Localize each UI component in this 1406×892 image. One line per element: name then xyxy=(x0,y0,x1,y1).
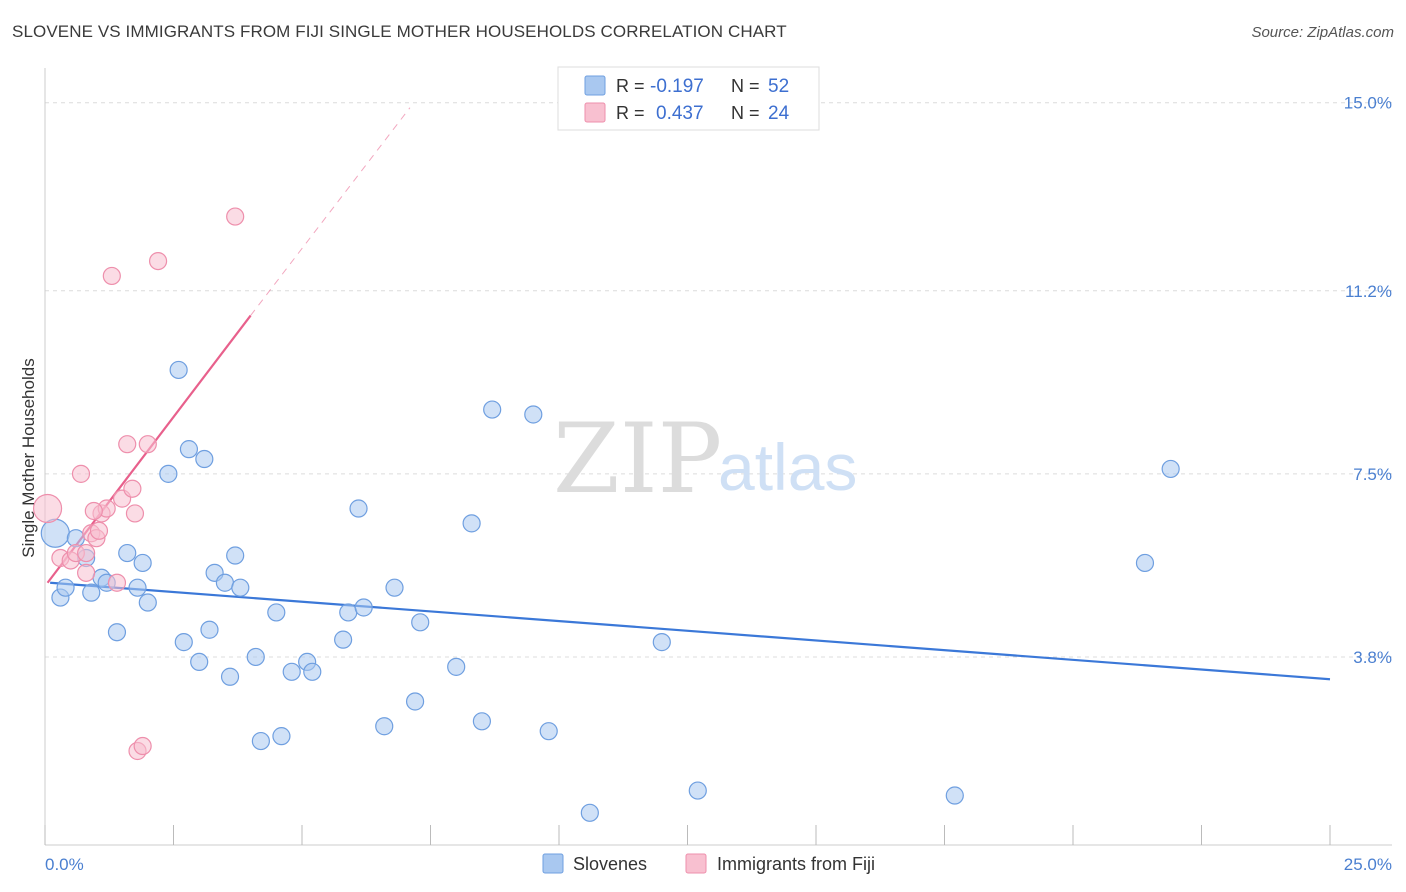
legend-swatch-slovenes xyxy=(584,75,606,96)
x-tick-labels: 0.0% 25.0% xyxy=(45,855,1392,874)
slovenes-point xyxy=(334,630,353,649)
y-tick-label: 11.2% xyxy=(1345,282,1392,301)
slovenes-point xyxy=(195,449,214,469)
slovenes-point xyxy=(215,573,234,592)
slovenes-point xyxy=(200,620,219,639)
slovenes-point xyxy=(174,633,193,652)
y-tick-labels: 3.8% 7.5% 11.2% 15.0% xyxy=(1344,94,1392,667)
fiji-point xyxy=(226,207,245,226)
slovenes-point xyxy=(483,400,502,419)
slovenes-point xyxy=(133,553,152,573)
fiji-point xyxy=(77,563,96,582)
fiji-point xyxy=(118,435,137,454)
slovenes-point xyxy=(267,603,286,622)
slovenes-point xyxy=(1161,459,1180,479)
slovenes-point xyxy=(447,657,466,676)
legend-n-value-1: 24 xyxy=(768,103,790,124)
slovenes-point xyxy=(385,578,404,597)
slovenes-point xyxy=(128,578,147,597)
legend-r-value-1: 0.437 xyxy=(656,103,704,124)
slovenes-point xyxy=(945,786,964,805)
watermark: ZIP atlas xyxy=(553,403,857,515)
slovenes-point xyxy=(375,717,394,736)
slovenes-point xyxy=(251,731,270,751)
slovenes-point xyxy=(40,518,70,548)
fiji-point xyxy=(133,736,152,756)
bottom-legend-label-slovenes: Slovenes xyxy=(573,854,647,874)
slovenes-point xyxy=(580,803,599,822)
slovenes-point xyxy=(56,578,75,597)
watermark-atlas: atlas xyxy=(718,430,857,504)
y-axis-title: Single Mother Households xyxy=(19,358,38,557)
slovenes-point xyxy=(472,712,491,731)
chart-title: SLOVENE VS IMMIGRANTS FROM FIJI SINGLE M… xyxy=(12,22,787,41)
data-points xyxy=(32,207,1180,822)
slovenes-point xyxy=(411,613,430,632)
fiji-point xyxy=(102,266,121,286)
legend-r-label-0: R = xyxy=(616,76,645,96)
legend-n-label-0: N = xyxy=(731,76,760,96)
slovenes-point xyxy=(272,727,291,746)
correlation-legend: R = -0.197 N = 52 R = 0.437 N = 24 xyxy=(557,66,820,131)
slovenes-point xyxy=(539,722,558,741)
slovenes-point xyxy=(226,546,245,565)
source-label: Source: ZipAtlas.com xyxy=(1251,24,1394,41)
slovenes-point xyxy=(652,633,671,652)
slovenes-point xyxy=(524,405,543,424)
slovenes-point xyxy=(179,440,199,459)
fiji-point xyxy=(107,573,127,592)
slovenes-point xyxy=(231,578,250,597)
slovenes-point xyxy=(190,652,209,672)
slovenes-point xyxy=(303,662,322,681)
slovenes-point xyxy=(82,583,101,602)
legend-r-label-1: R = xyxy=(616,103,645,123)
slovenes-point xyxy=(349,499,368,518)
slovenes-point xyxy=(118,543,137,563)
trend-line-0 xyxy=(50,581,1331,681)
axes xyxy=(44,68,1392,846)
slovenes-point xyxy=(138,593,157,612)
legend-n-value-0: 52 xyxy=(768,76,789,97)
slovenes-point xyxy=(107,623,127,642)
fiji-point xyxy=(138,435,157,454)
y-tick-label: 3.8% xyxy=(1353,648,1392,667)
legend-swatch-fiji xyxy=(584,102,606,123)
bottom-legend-label-fiji: Immigrants from Fiji xyxy=(717,854,875,874)
fiji-point xyxy=(71,464,91,483)
legend-r-value-0: -0.197 xyxy=(650,76,704,97)
slovenes-point xyxy=(339,603,358,622)
fiji-point xyxy=(77,543,96,563)
x-tick-label: 25.0% xyxy=(1344,855,1392,874)
bottom-legend-swatch-fiji xyxy=(685,853,707,874)
series-legend: Slovenes Immigrants from Fiji xyxy=(542,853,875,874)
bottom-legend-swatch-slovenes xyxy=(542,853,564,874)
slovenes-point xyxy=(405,692,425,711)
y-tick-label: 7.5% xyxy=(1353,465,1392,484)
slovenes-point xyxy=(220,667,240,686)
grid-lines xyxy=(45,102,1392,658)
slovenes-point xyxy=(282,662,301,681)
slovenes-point xyxy=(688,781,707,800)
trend-line-extension-1 xyxy=(250,107,411,316)
slovenes-point xyxy=(169,360,188,380)
fiji-point xyxy=(32,493,63,524)
y-tick-label: 15.0% xyxy=(1344,94,1392,113)
slovenes-point xyxy=(462,514,481,533)
watermark-zip: ZIP xyxy=(553,403,722,515)
fiji-point xyxy=(123,479,142,498)
x-tick-label: 0.0% xyxy=(45,855,84,874)
slovenes-point xyxy=(1135,553,1155,573)
slovenes-point xyxy=(246,647,265,667)
fiji-point xyxy=(89,521,109,540)
slovenes-point xyxy=(159,464,178,483)
legend-n-label-1: N = xyxy=(731,103,760,123)
slovenes-point xyxy=(354,598,373,617)
fiji-point xyxy=(84,501,103,521)
fiji-point xyxy=(125,504,145,523)
fiji-point xyxy=(148,251,168,271)
